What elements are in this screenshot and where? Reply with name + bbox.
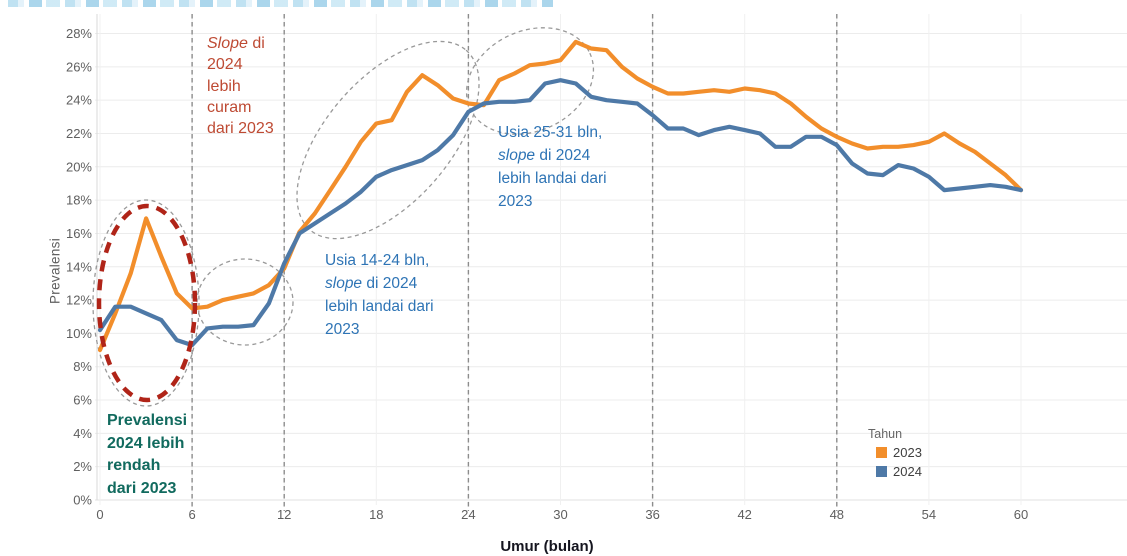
x-tick-label: 48 [830,507,844,522]
y-tick-label: 12% [66,293,92,308]
y-tick-label: 14% [66,259,92,274]
annotation-italic-word: slope [325,275,363,292]
annotation-italic-word: Slope [207,35,248,52]
annotation-prevalensi-2024-rendah: Prevalensi 2024 lebih rendah dari 2023 [107,412,188,497]
x-tick-label: 18 [369,507,383,522]
y-tick-label: 4% [73,426,92,441]
annotation-usia-14-24: Usia 14-24 bln, slope di 2024 lebih land… [325,252,434,338]
y-axis-title: Prevalensi [47,237,63,305]
y-tick-label: 18% [66,193,92,208]
x-tick-label: 54 [922,507,936,522]
x-tick-label: 42 [737,507,751,522]
x-tick-label: 60 [1014,507,1028,522]
x-axis-title: Umur (bulan) [500,538,594,555]
series-line-2023 [97,39,1024,353]
x-tick-label: 30 [553,507,567,522]
x-tick-label: 6 [188,507,195,522]
clipped-title-strip [8,0,553,7]
y-tick-label: 28% [66,26,92,41]
y-tick-label: 10% [66,326,92,341]
x-tick-label: 12 [277,507,291,522]
y-tick-label: 6% [73,393,92,408]
annotation-italic-word: slope [498,147,536,164]
legend-title: Tahun [868,427,903,441]
y-tick-label: 2% [73,459,92,474]
y-tick-label: 8% [73,359,92,374]
legend-label-2024: 2024 [893,464,922,479]
legend-item-2024[interactable]: 2024 [876,464,922,479]
x-tick-label: 24 [461,507,475,522]
annotation-slope-2024-curam: Slope di 2024 lebih curam dari 2023 [207,35,274,138]
y-tick-label: 26% [66,59,92,74]
y-tick-label: 20% [66,159,92,174]
highlight-usia-0-6-red [96,203,198,403]
y-tick-label: 0% [73,493,92,508]
legend-item-2023[interactable]: 2023 [876,445,922,460]
x-tick-label: 36 [645,507,659,522]
y-tick-label: 24% [66,93,92,108]
legend-label-2023: 2023 [893,445,922,460]
y-tick-label: 22% [66,126,92,141]
series-line-2024 [97,78,1024,348]
highlight-usia-0-6-outer [92,199,200,407]
highlight-usia-14-24 [296,40,480,240]
annotation-usia-25-31: Usia 25-31 bln, slope di 2024 lebih land… [498,124,607,210]
x-tick-label: 0 [96,507,103,522]
legend: Tahun 2023 2024 [868,427,922,483]
legend-swatch-2023 [876,447,887,458]
y-tick-label: 16% [66,226,92,241]
legend-swatch-2024 [876,466,887,477]
